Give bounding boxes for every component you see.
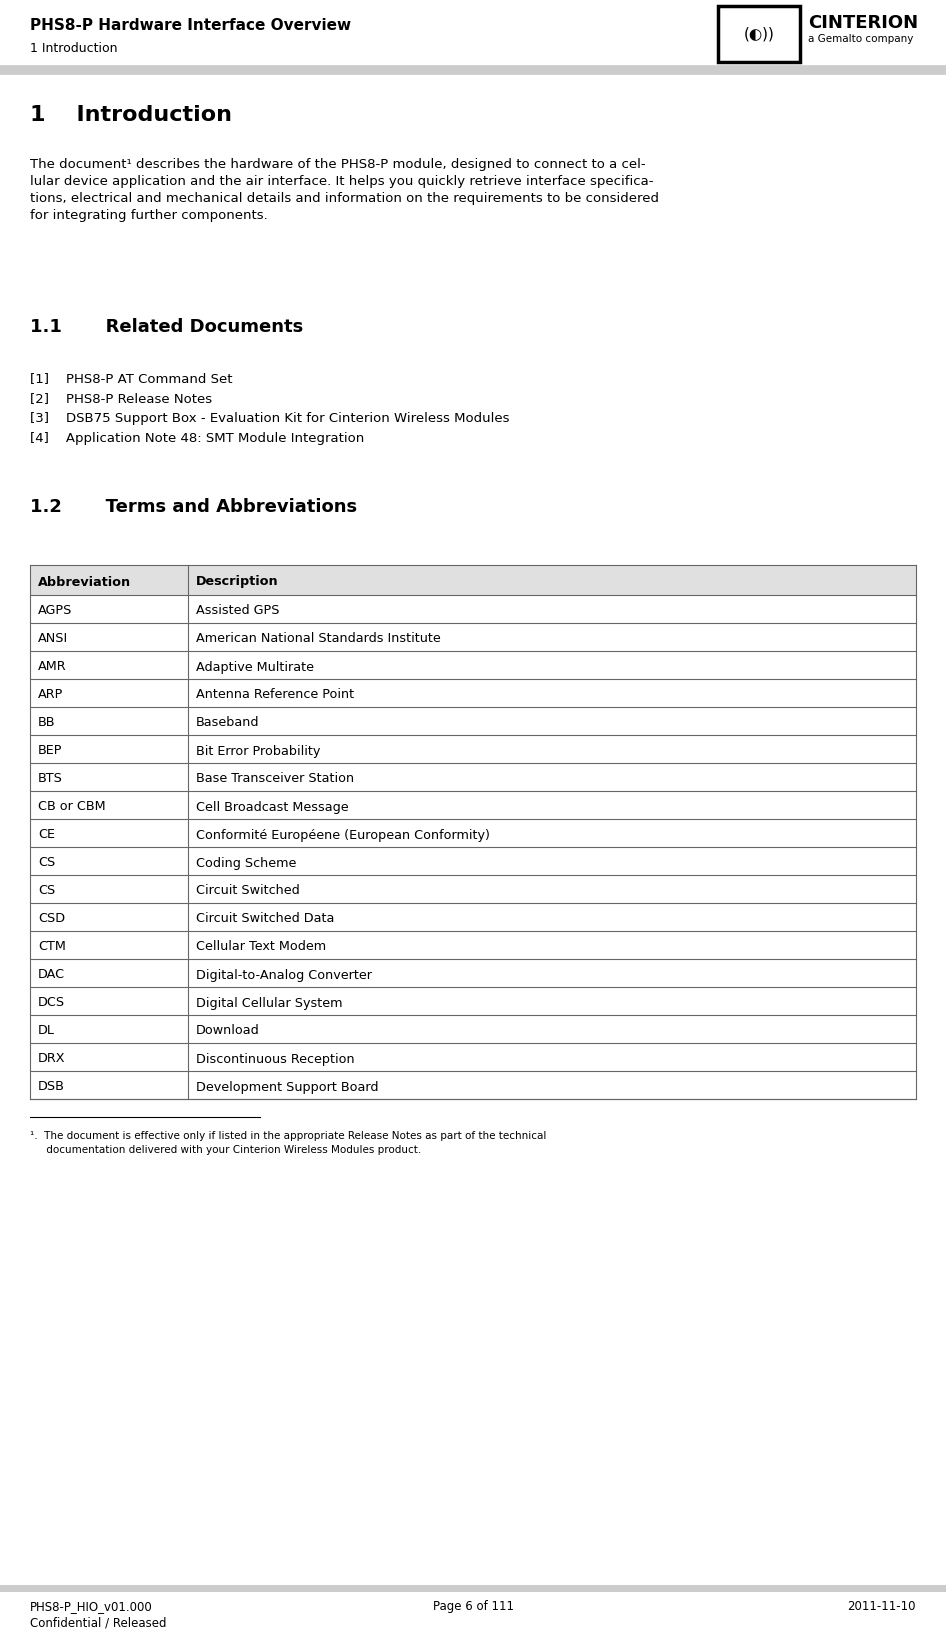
Text: Antenna Reference Point: Antenna Reference Point — [196, 689, 354, 702]
Text: Description: Description — [196, 576, 279, 589]
Bar — [30, 959, 916, 987]
Text: Bit Error Probability: Bit Error Probability — [196, 744, 321, 757]
Text: CE: CE — [38, 828, 55, 841]
Text: Baseband: Baseband — [196, 717, 259, 730]
Text: Discontinuous Reception: Discontinuous Reception — [196, 1052, 355, 1065]
Bar — [30, 651, 916, 679]
Text: ARP: ARP — [38, 689, 63, 702]
Text: PHS8-P_HIO_v01.000: PHS8-P_HIO_v01.000 — [30, 1600, 152, 1613]
Text: Circuit Switched: Circuit Switched — [196, 885, 300, 898]
Text: DAC: DAC — [38, 969, 65, 982]
Bar — [30, 875, 916, 903]
Text: Cell Broadcast Message: Cell Broadcast Message — [196, 800, 349, 813]
Bar — [30, 1014, 916, 1044]
Text: lular device application and the air interface. It helps you quickly retrieve in: lular device application and the air int… — [30, 175, 654, 188]
Text: Adaptive Multirate: Adaptive Multirate — [196, 661, 314, 674]
Bar — [30, 931, 916, 959]
Text: ¹.  The document is effective only if listed in the appropriate Release Notes as: ¹. The document is effective only if lis… — [30, 1130, 547, 1140]
Text: DL: DL — [38, 1024, 55, 1037]
Text: [2]    PHS8-P Release Notes: [2] PHS8-P Release Notes — [30, 393, 212, 406]
Bar — [30, 1044, 916, 1072]
Text: Base Transceiver Station: Base Transceiver Station — [196, 772, 354, 785]
Bar — [30, 735, 916, 762]
Text: 1.1       Related Documents: 1.1 Related Documents — [30, 317, 304, 335]
Bar — [30, 623, 916, 651]
Text: Conformité Européene (European Conformity): Conformité Européene (European Conformit… — [196, 828, 490, 841]
Bar — [30, 790, 916, 820]
Text: 1.2       Terms and Abbreviations: 1.2 Terms and Abbreviations — [30, 497, 358, 515]
Text: BB: BB — [38, 717, 56, 730]
Text: DRX: DRX — [38, 1052, 65, 1065]
Text: [1]    PHS8-P AT Command Set: [1] PHS8-P AT Command Set — [30, 371, 233, 384]
Text: Circuit Switched Data: Circuit Switched Data — [196, 913, 334, 926]
Bar — [30, 762, 916, 790]
Bar — [30, 564, 916, 596]
Text: 2011-11-10: 2011-11-10 — [848, 1600, 916, 1613]
Text: Confidential / Released: Confidential / Released — [30, 1616, 166, 1629]
Text: a Gemalto company: a Gemalto company — [808, 34, 914, 44]
Bar — [30, 820, 916, 847]
Bar — [30, 707, 916, 735]
Text: 1 Introduction: 1 Introduction — [30, 43, 117, 56]
Text: PHS8-P Hardware Interface Overview: PHS8-P Hardware Interface Overview — [30, 18, 351, 33]
Text: Development Support Board: Development Support Board — [196, 1080, 378, 1093]
Text: CS: CS — [38, 885, 55, 898]
Bar — [30, 903, 916, 931]
Text: CINTERION: CINTERION — [808, 15, 919, 33]
Text: Abbreviation: Abbreviation — [38, 576, 131, 589]
Text: CS: CS — [38, 857, 55, 869]
Bar — [718, 7, 800, 62]
Text: BEP: BEP — [38, 744, 62, 757]
Text: 1    Introduction: 1 Introduction — [30, 105, 232, 124]
Text: (◐)): (◐)) — [744, 26, 775, 41]
Text: documentation delivered with your Cinterion Wireless Modules product.: documentation delivered with your Cinter… — [30, 1145, 421, 1155]
Text: Cellular Text Modem: Cellular Text Modem — [196, 941, 326, 954]
Text: [4]    Application Note 48: SMT Module Integration: [4] Application Note 48: SMT Module Inte… — [30, 432, 364, 445]
Text: The document¹ describes the hardware of the PHS8-P module, designed to connect t: The document¹ describes the hardware of … — [30, 159, 645, 172]
Text: CTM: CTM — [38, 941, 66, 954]
Text: Coding Scheme: Coding Scheme — [196, 857, 296, 869]
Text: tions, electrical and mechanical details and information on the requirements to : tions, electrical and mechanical details… — [30, 191, 659, 204]
Text: [3]    DSB75 Support Box - Evaluation Kit for Cinterion Wireless Modules: [3] DSB75 Support Box - Evaluation Kit f… — [30, 412, 510, 425]
Text: BTS: BTS — [38, 772, 62, 785]
Bar — [30, 679, 916, 707]
Text: Digital Cellular System: Digital Cellular System — [196, 996, 342, 1009]
Text: Page 6 of 111: Page 6 of 111 — [432, 1600, 514, 1613]
Text: American National Standards Institute: American National Standards Institute — [196, 633, 441, 646]
Text: Digital-to-Analog Converter: Digital-to-Analog Converter — [196, 969, 372, 982]
Text: Download: Download — [196, 1024, 260, 1037]
Bar — [30, 596, 916, 623]
Bar — [30, 847, 916, 875]
Text: DSB: DSB — [38, 1080, 65, 1093]
Text: AMR: AMR — [38, 661, 66, 674]
Text: CSD: CSD — [38, 913, 65, 926]
Text: Assisted GPS: Assisted GPS — [196, 604, 279, 617]
Text: ANSI: ANSI — [38, 633, 68, 646]
Text: for integrating further components.: for integrating further components. — [30, 209, 268, 222]
Text: AGPS: AGPS — [38, 604, 73, 617]
Bar — [30, 1072, 916, 1099]
Text: CB or CBM: CB or CBM — [38, 800, 106, 813]
Text: DCS: DCS — [38, 996, 65, 1009]
Bar — [30, 987, 916, 1014]
